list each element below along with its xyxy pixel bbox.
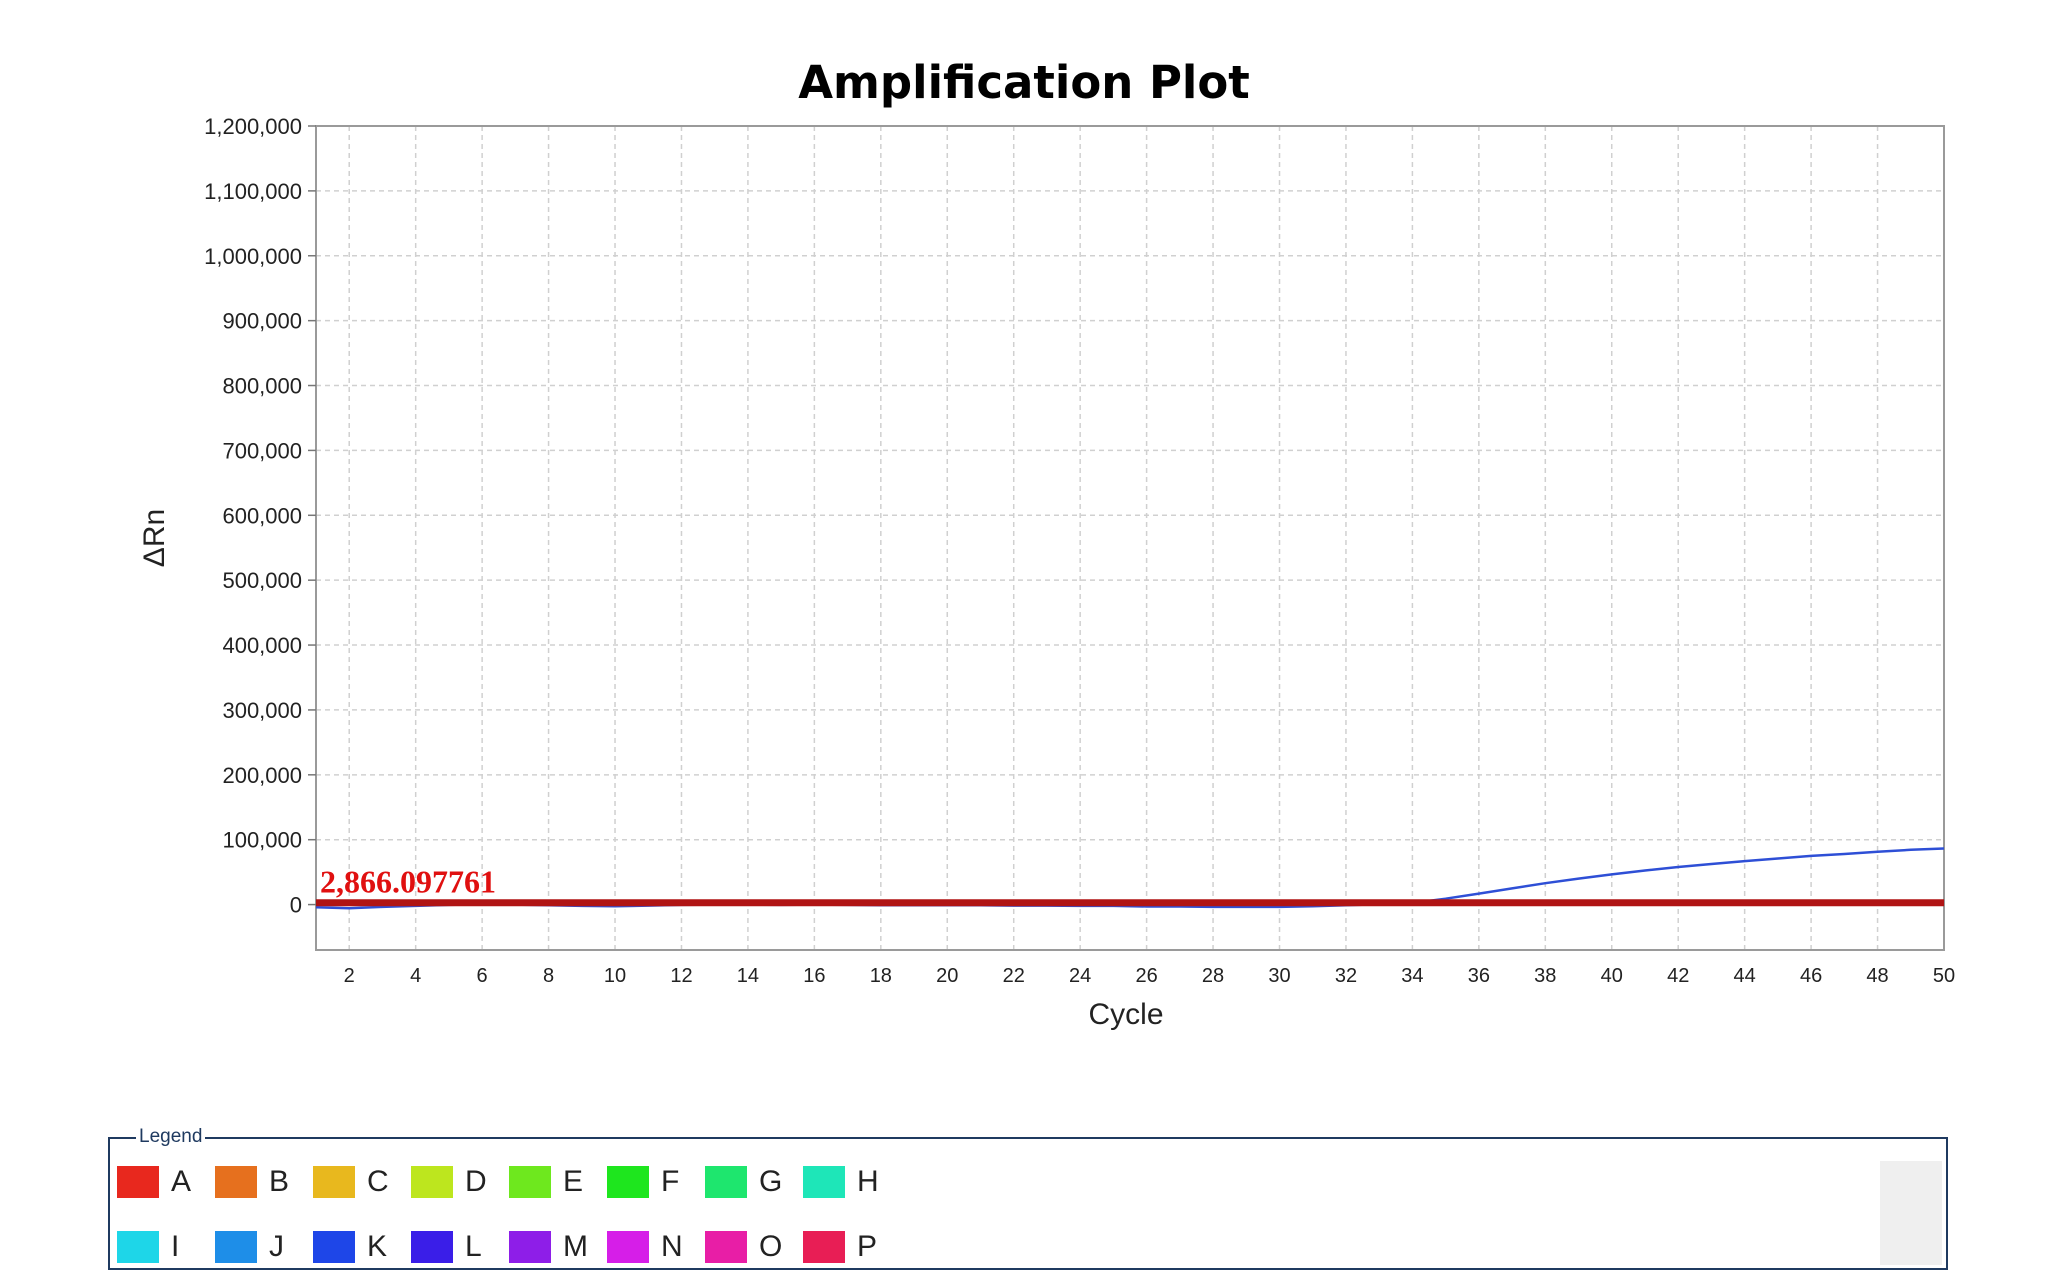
legend-item: D — [411, 1165, 487, 1199]
y-tick-label: 200,000 — [222, 763, 302, 788]
legend-item: F — [607, 1165, 679, 1199]
y-tick-label: 400,000 — [222, 633, 302, 658]
grid-lines — [316, 125, 1945, 950]
y-tick-label: 1,100,000 — [204, 179, 302, 204]
legend-item: L — [411, 1230, 482, 1264]
x-tick-label: 12 — [670, 965, 692, 987]
x-tick-label: 44 — [1734, 965, 1756, 987]
legend-item: E — [509, 1165, 583, 1199]
legend-item: N — [607, 1230, 683, 1264]
x-tick-label: 4 — [410, 965, 421, 987]
x-tick-label: 48 — [1866, 965, 1888, 987]
x-tick-label: 20 — [936, 965, 958, 987]
x-tick-label: 10 — [604, 965, 626, 987]
y-tick-label: 100,000 — [222, 828, 302, 853]
legend-swatch — [509, 1231, 551, 1263]
x-tick-label: 28 — [1202, 965, 1224, 987]
legend-label: C — [367, 1165, 389, 1198]
x-axis-label: Cycle — [1088, 998, 1163, 1031]
axes: 2 4 6 8 10 12 14 16 18 20 22 24 26 28 30 32 34 36 38 40 42 44… — [204, 114, 1955, 987]
legend-swatch — [117, 1231, 159, 1263]
legend-swatch — [803, 1231, 845, 1263]
legend-item: H — [803, 1165, 879, 1199]
y-tick-label: 1,200,000 — [204, 114, 302, 139]
legend-swatch — [411, 1231, 453, 1263]
legend-label: F — [661, 1165, 680, 1198]
x-tick-label: 16 — [803, 965, 825, 987]
x-tick-label: 40 — [1601, 965, 1623, 987]
x-tick-label: 36 — [1468, 965, 1490, 987]
y-axis-label: ΔRn — [138, 509, 171, 567]
x-tick-label: 42 — [1667, 965, 1689, 987]
x-tick-label: 50 — [1933, 965, 1955, 987]
y-tick-label: 800,000 — [222, 374, 302, 399]
x-tick-label: 18 — [870, 965, 892, 987]
x-tick-label: 46 — [1800, 965, 1822, 987]
legend-label: I — [171, 1230, 180, 1263]
legend-swatch — [411, 1166, 453, 1198]
x-tick-label: 26 — [1135, 965, 1157, 987]
legend-swatch — [607, 1166, 649, 1198]
legend-item: C — [313, 1165, 389, 1199]
legend-item: I — [117, 1230, 179, 1264]
legend-swatch — [117, 1166, 159, 1198]
legend-item: M — [509, 1230, 588, 1264]
legend-swatch — [215, 1166, 257, 1198]
legend-swatch — [607, 1231, 649, 1263]
legend-label: K — [367, 1230, 388, 1263]
y-tick-label: 500,000 — [222, 568, 302, 593]
x-tick-label: 2 — [344, 965, 355, 987]
legend-item: G — [705, 1165, 782, 1199]
legend-label: D — [465, 1165, 487, 1198]
legend-label: N — [661, 1230, 683, 1263]
x-tick-label: 6 — [477, 965, 488, 987]
legend-label: E — [563, 1165, 584, 1198]
y-tick-label: 900,000 — [222, 309, 302, 334]
legend-label: A — [171, 1165, 192, 1198]
legend-label: L — [465, 1230, 482, 1263]
x-tick-label: 24 — [1069, 965, 1091, 987]
plot-area — [315, 125, 1945, 951]
y-tick-label: 1,000,000 — [204, 244, 302, 269]
legend-label: O — [759, 1230, 783, 1263]
y-tick-label: 0 — [290, 893, 302, 918]
legend-label: H — [857, 1165, 879, 1198]
threshold-label: 2,866.097761 — [320, 864, 496, 900]
legend-item: P — [803, 1230, 877, 1264]
legend-swatch — [509, 1166, 551, 1198]
legend-item: J — [215, 1230, 284, 1264]
y-tick-label: 700,000 — [222, 438, 302, 463]
legend-title: Legend — [136, 1126, 206, 1148]
legend-item: B — [215, 1165, 289, 1199]
legend-label: M — [563, 1230, 588, 1263]
chart-title: Amplification Plot — [798, 56, 1250, 109]
legend: Legend A B C D E F G H I J K L M N O P — [108, 1126, 1948, 1270]
x-tick-label: 30 — [1268, 965, 1290, 987]
legend-label: G — [759, 1165, 783, 1198]
legend-swatch — [313, 1166, 355, 1198]
x-tick-label: 34 — [1401, 965, 1423, 987]
legend-label: J — [269, 1230, 284, 1263]
legend-swatch — [705, 1166, 747, 1198]
x-tick-label: 14 — [737, 965, 759, 987]
y-tick-label: 600,000 — [222, 503, 302, 528]
legend-swatch — [705, 1231, 747, 1263]
y-tick-label: 300,000 — [222, 698, 302, 723]
legend-swatch — [803, 1166, 845, 1198]
legend-label: P — [857, 1230, 878, 1263]
x-tick-label: 38 — [1534, 965, 1556, 987]
legend-item: K — [313, 1230, 387, 1264]
legend-item: A — [117, 1165, 191, 1199]
x-tick-label: 22 — [1003, 965, 1025, 987]
x-tick-label: 32 — [1335, 965, 1357, 987]
legend-swatch — [313, 1231, 355, 1263]
threshold-layer: 2,866.097761 — [316, 864, 1944, 907]
legend-label: B — [269, 1165, 290, 1198]
x-tick-label: 8 — [543, 965, 554, 987]
legend-item: O — [705, 1230, 782, 1264]
legend-scrollbar[interactable] — [1880, 1161, 1942, 1265]
legend-swatch — [215, 1231, 257, 1263]
